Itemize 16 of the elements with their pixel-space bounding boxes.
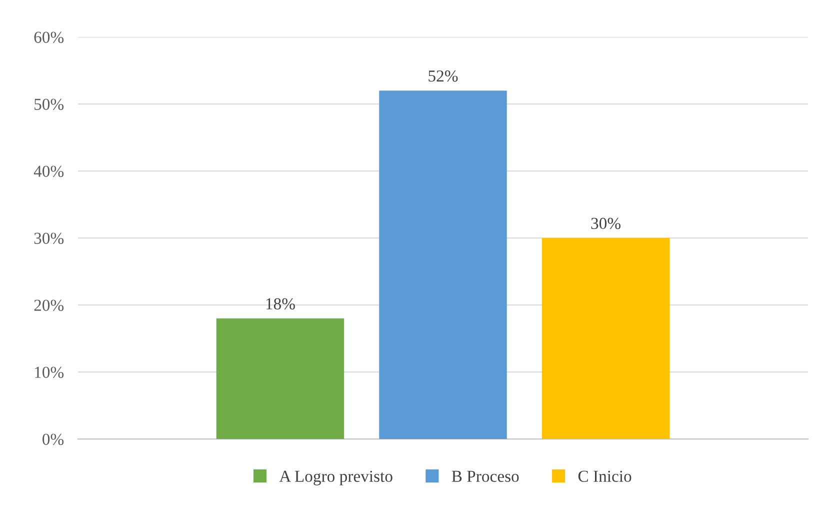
data-label: 52% — [428, 70, 458, 82]
y-tick-label: 20% — [34, 300, 64, 311]
y-tick-label: 30% — [34, 232, 64, 244]
bar — [542, 238, 670, 439]
legend-label: A Logro previsto — [279, 470, 392, 486]
bar — [216, 318, 344, 439]
legend-label: B Proceso — [452, 470, 519, 482]
bar — [379, 90, 507, 439]
y-tick-label: 10% — [35, 366, 64, 378]
y-tick-label: 50% — [34, 98, 64, 110]
y-tick-label: 60% — [34, 32, 64, 43]
y-tick-label: 0% — [42, 434, 64, 445]
data-label: 18% — [266, 298, 295, 310]
legend-label: C Inicio — [578, 470, 632, 482]
y-tick-label: 40% — [34, 166, 64, 177]
data-label: 30% — [591, 218, 620, 230]
